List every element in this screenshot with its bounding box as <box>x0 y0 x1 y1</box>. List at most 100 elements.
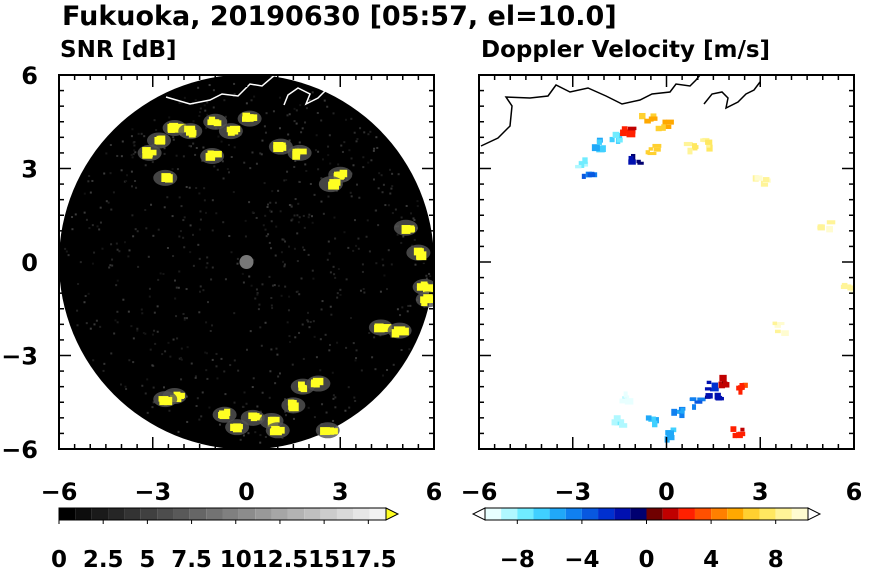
coastline <box>165 75 276 105</box>
colorbar-cell <box>743 508 760 520</box>
speckle <box>216 377 219 380</box>
speckle <box>392 363 395 366</box>
radar-center-marker <box>239 255 254 269</box>
x-tick-label: 3 <box>752 478 769 506</box>
speckle <box>130 153 133 156</box>
speckle <box>116 154 119 157</box>
speckle <box>220 140 223 143</box>
speckle <box>123 180 126 183</box>
speckle <box>266 203 269 206</box>
speckle <box>296 232 299 235</box>
speckle <box>226 167 229 170</box>
speckle <box>301 246 304 249</box>
speckle <box>245 102 248 105</box>
echo-cell <box>161 173 172 182</box>
colorbar-cell <box>369 508 386 520</box>
speckle <box>118 250 121 253</box>
speckle <box>303 226 306 229</box>
colorbar-cell <box>189 508 207 520</box>
echo-cell <box>826 226 833 233</box>
snr-echo <box>412 278 434 295</box>
echo-cell <box>596 146 605 153</box>
snr-echo <box>153 169 178 186</box>
speckle <box>183 96 186 99</box>
speckle <box>197 243 200 246</box>
speckle <box>211 358 214 361</box>
speckle <box>180 378 183 381</box>
colorbar-cell <box>108 508 125 520</box>
speckle <box>290 205 293 208</box>
echo-cell <box>169 122 179 131</box>
echo-cell <box>333 173 345 179</box>
speckle <box>212 106 215 109</box>
colorbar-label: 0 <box>51 547 67 570</box>
speckle <box>203 199 206 202</box>
speckle <box>128 359 131 362</box>
colorbar-cell <box>581 508 599 520</box>
speckle <box>288 113 291 116</box>
speckle <box>236 262 239 265</box>
speckle <box>288 204 291 207</box>
echo-cell <box>649 118 654 122</box>
speckle <box>327 145 330 148</box>
speckle <box>99 206 102 209</box>
speckle <box>390 335 393 338</box>
speckle <box>319 338 322 341</box>
speckle <box>203 104 206 107</box>
x-tick-label: 0 <box>658 478 675 506</box>
speckle <box>355 357 358 360</box>
echo-cell <box>184 125 196 133</box>
colorbar-cell <box>238 508 256 520</box>
echo-cell <box>416 283 429 291</box>
speckle <box>109 144 112 147</box>
speckle <box>93 323 96 326</box>
speckle <box>332 265 335 268</box>
speckle <box>141 384 144 387</box>
colorbar-cell <box>320 508 337 520</box>
speckle <box>331 371 334 374</box>
colorbar-label: −8 <box>500 547 535 570</box>
speckle <box>339 293 342 296</box>
colorbar-label: 4 <box>703 547 719 570</box>
speckle <box>202 289 205 292</box>
speckle <box>349 316 352 319</box>
speckle <box>294 198 297 201</box>
speckle <box>311 269 314 272</box>
speckle <box>198 311 201 314</box>
speckle <box>264 321 267 324</box>
echo-cell <box>715 395 723 401</box>
speckle <box>205 352 208 355</box>
snr-colorbar <box>58 507 400 521</box>
colorbar-label: 15 <box>308 547 340 570</box>
speckle <box>394 208 397 211</box>
speckle <box>183 318 186 321</box>
speckle <box>330 313 333 316</box>
echo-cell <box>394 328 405 336</box>
speckle <box>215 352 218 355</box>
snr-echo <box>387 322 412 339</box>
echo-cell <box>670 427 677 433</box>
speckle <box>166 246 169 249</box>
speckle <box>116 321 119 324</box>
speckle <box>210 278 213 281</box>
snr-echo <box>203 113 228 130</box>
speckle <box>305 107 308 110</box>
snr-echo <box>415 291 434 308</box>
speckle <box>332 394 335 397</box>
snr-echo <box>225 419 250 436</box>
speckle <box>203 187 206 190</box>
echo-cell <box>623 391 628 398</box>
speckle <box>166 196 169 199</box>
speckle <box>327 154 330 157</box>
speckle <box>259 441 262 444</box>
speckle <box>349 191 352 194</box>
speckle <box>310 215 313 218</box>
speckle <box>153 311 156 314</box>
echo-cell <box>665 430 672 436</box>
speckle <box>302 357 305 360</box>
echo-cell <box>250 412 258 422</box>
speckle <box>186 346 189 349</box>
speckle <box>142 332 145 335</box>
speckle <box>384 204 387 207</box>
echo-cell <box>174 393 185 399</box>
